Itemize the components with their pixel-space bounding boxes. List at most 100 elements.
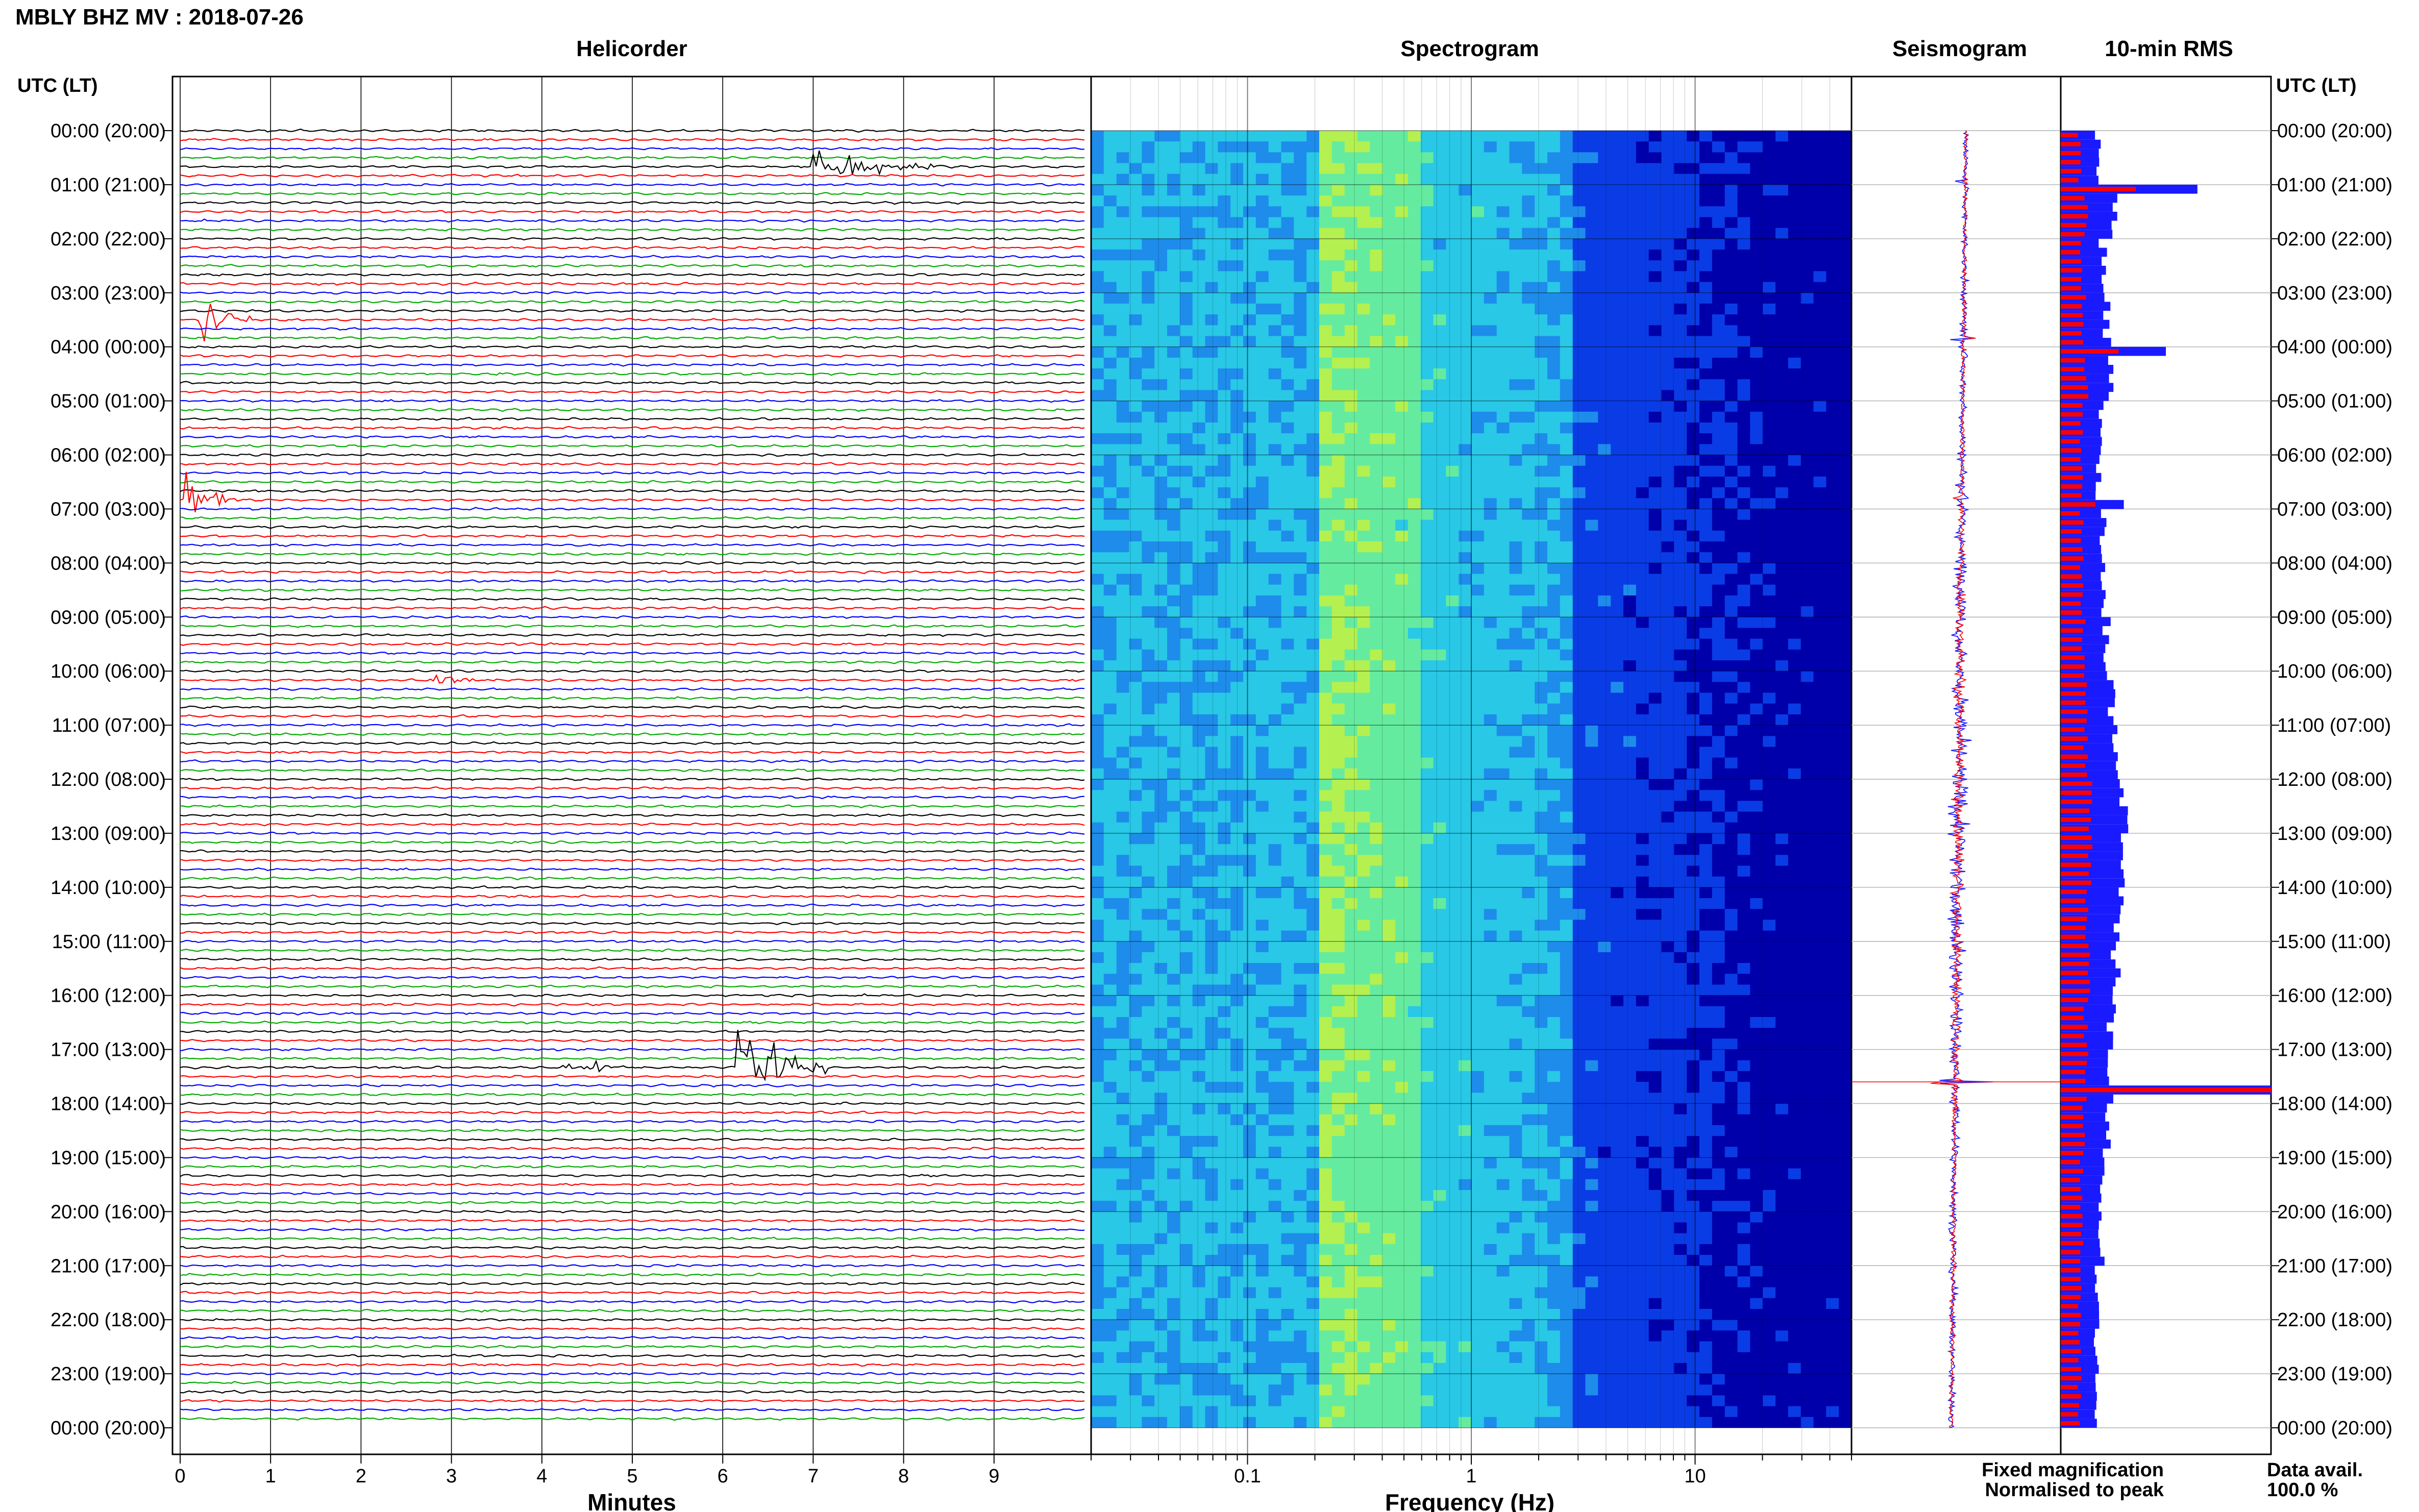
spec-cell xyxy=(1496,1276,1510,1288)
spec-cell xyxy=(1331,1006,1345,1018)
spec-cell xyxy=(1319,1244,1332,1255)
spec-cell xyxy=(1205,195,1218,207)
spec-cell xyxy=(1446,184,1459,196)
spec-cell xyxy=(1268,1395,1282,1407)
spec-cell xyxy=(1306,260,1320,271)
spec-cell xyxy=(1547,1038,1561,1050)
spec-cell xyxy=(1484,671,1497,682)
spec-cell xyxy=(1484,563,1497,575)
spec-cell xyxy=(1560,141,1573,153)
spec-cell xyxy=(1129,1136,1142,1147)
heli-trace xyxy=(180,300,1085,304)
time-label-left: 05:00 (01:00) xyxy=(51,391,166,412)
spec-cell xyxy=(1116,1287,1130,1299)
spec-cell xyxy=(1496,1038,1510,1050)
spec-cell xyxy=(1370,346,1383,358)
spec-cell xyxy=(1395,1309,1409,1320)
spec-cell xyxy=(1433,1374,1446,1385)
spec-cell xyxy=(1281,1352,1294,1364)
spec-cell xyxy=(1294,801,1307,812)
spec-cell xyxy=(1129,357,1142,369)
spec-cell xyxy=(1167,1190,1180,1201)
spec-cell xyxy=(1154,184,1168,196)
spec-cell xyxy=(1281,390,1294,402)
spec-cell xyxy=(1383,725,1396,736)
spec-cell xyxy=(1154,390,1168,402)
spec-cell xyxy=(1179,401,1193,412)
spec-cell xyxy=(1142,217,1155,229)
spec-cell xyxy=(1167,271,1180,283)
spec-cell xyxy=(1459,519,1472,531)
spec-cell xyxy=(1344,141,1358,153)
spec-cell xyxy=(1218,660,1231,672)
spec-cell xyxy=(1547,1330,1561,1342)
spec-cell xyxy=(1154,357,1168,369)
spec-cell xyxy=(1496,1233,1510,1245)
spec-cell xyxy=(1433,1071,1446,1082)
spec-cell xyxy=(1459,1168,1472,1180)
spec-cell xyxy=(1585,173,1598,185)
spec-cell xyxy=(1357,1374,1370,1385)
spec-cell xyxy=(1560,876,1573,888)
spec-cell xyxy=(1357,995,1370,1007)
spec-cell xyxy=(1484,909,1497,920)
spec-cell xyxy=(1408,628,1421,639)
spec-cell xyxy=(1344,1190,1358,1201)
spec-cell xyxy=(1446,336,1459,348)
spec-cell xyxy=(1370,271,1383,283)
spec-cell xyxy=(1129,974,1142,985)
spec-cell xyxy=(1484,952,1497,963)
spec-cell xyxy=(1420,195,1434,207)
spec-cell xyxy=(1167,692,1180,704)
spec-cell xyxy=(1129,1103,1142,1115)
spec-cell xyxy=(1471,152,1485,164)
spec-cell xyxy=(1560,1179,1573,1191)
spec-cell xyxy=(1459,1406,1472,1418)
spec-cell xyxy=(1357,423,1370,434)
spec-cell xyxy=(1230,541,1244,553)
spec-cell xyxy=(1218,1071,1231,1082)
spec-cell xyxy=(1319,1049,1332,1061)
spec-cell xyxy=(1243,509,1256,520)
spec-cell xyxy=(1572,1233,1586,1245)
spec-cell xyxy=(1459,433,1472,444)
spec-cell xyxy=(1484,238,1497,250)
spec-cell xyxy=(1357,703,1370,715)
spec-cell xyxy=(1179,260,1193,271)
spec-cell xyxy=(1103,314,1117,326)
spec-cell xyxy=(1281,368,1294,380)
spec-cell xyxy=(1154,920,1168,931)
spec-cell xyxy=(1167,747,1180,758)
spec-cell xyxy=(1370,865,1383,877)
spec-cell xyxy=(1116,638,1130,650)
spec-cell xyxy=(1154,173,1168,185)
spec-cell xyxy=(1116,228,1130,239)
spec-cell xyxy=(1179,379,1193,390)
spec-cell xyxy=(1129,541,1142,553)
spec-cell xyxy=(1103,1309,1117,1320)
spec-cell xyxy=(1306,509,1320,520)
spec-cell xyxy=(1496,1093,1510,1104)
spec-cell xyxy=(1167,336,1180,348)
spec-cell xyxy=(1167,1309,1180,1320)
spec-cell xyxy=(1129,379,1142,390)
spec-cell xyxy=(1091,1222,1104,1234)
spec-cell xyxy=(1560,1168,1573,1180)
spec-cell xyxy=(1572,1255,1586,1266)
spec-cell xyxy=(1496,649,1510,661)
spec-cell xyxy=(1383,1136,1396,1147)
spec-cell xyxy=(1179,1211,1193,1223)
spec-cell xyxy=(1218,401,1231,412)
spec-cell xyxy=(1154,714,1168,726)
spec-cell xyxy=(1420,606,1434,617)
spec-cell xyxy=(1230,465,1244,477)
spec-cell xyxy=(1459,1201,1472,1212)
spec-cell xyxy=(1433,509,1446,520)
spec-cell xyxy=(1331,930,1345,942)
spec-cell xyxy=(1281,682,1294,693)
spec-cell xyxy=(1395,984,1409,996)
spec-cell xyxy=(1408,1060,1421,1072)
spec-cell xyxy=(1383,1266,1396,1277)
spec-cell xyxy=(1344,444,1358,456)
spec-cell xyxy=(1294,411,1307,423)
